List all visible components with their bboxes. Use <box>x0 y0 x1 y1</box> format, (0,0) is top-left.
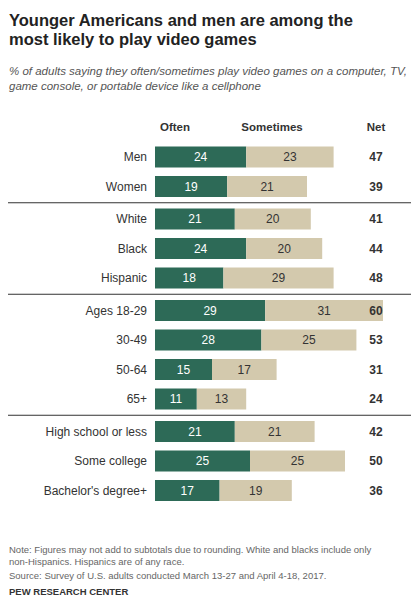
category-label: Bachelor's degree+ <box>44 484 147 498</box>
note: Note: Figures may not add to subtotals d… <box>9 544 372 567</box>
data-label: 13 <box>215 392 229 406</box>
bar-segment <box>155 300 265 321</box>
group-separator <box>8 415 411 416</box>
bar-segment <box>155 451 250 472</box>
legend-label: Often <box>160 121 190 133</box>
bar-segment <box>235 209 311 230</box>
chart: Younger Americans and men are among them… <box>0 0 420 606</box>
labels: Men 24 23 47 Women 19 21 39 White 21 20 41 Black 24 20… <box>44 150 383 498</box>
bar-segment <box>155 421 235 442</box>
category-label: Hispanic <box>101 271 147 285</box>
data-label: 21 <box>268 425 282 439</box>
bar-segment <box>155 209 235 230</box>
category-label: White <box>116 212 147 226</box>
bar-segment <box>223 268 333 289</box>
data-label: 24 <box>194 242 208 256</box>
data-label: 11 <box>170 392 183 406</box>
net-value: 48 <box>369 271 383 285</box>
net-value: 60 <box>369 304 383 318</box>
source: Source: Survey of U.S. adults conducted … <box>9 570 326 581</box>
bar-segment <box>155 359 212 380</box>
net-value: 36 <box>369 484 383 498</box>
data-label: 21 <box>188 425 202 439</box>
net-value: 53 <box>369 333 383 347</box>
subtitle: % of adults saying they often/sometimes … <box>9 65 407 92</box>
net-value: 41 <box>369 212 383 226</box>
bar-segment <box>235 421 315 442</box>
bar-segment <box>197 389 246 410</box>
bar-segment <box>220 480 292 501</box>
bar-segment <box>155 480 220 501</box>
subtitle-line: % of adults saying they often/sometimes … <box>9 65 407 77</box>
group-separator <box>8 294 411 295</box>
category-label: Women <box>106 180 147 194</box>
bar-segment <box>212 359 277 380</box>
title-line: Younger Americans and men are among the <box>9 11 353 29</box>
data-label: 25 <box>302 333 316 347</box>
data-label: 19 <box>184 180 198 194</box>
net-value: 31 <box>369 363 383 377</box>
net-value: 44 <box>369 242 383 256</box>
bar-segment <box>261 330 356 351</box>
data-label: 25 <box>196 454 210 468</box>
note-line: non-Hispanics. Hispanics are of any race… <box>9 556 184 567</box>
bar-segment <box>246 147 333 168</box>
data-label: 28 <box>202 333 216 347</box>
net-value: 42 <box>369 425 383 439</box>
data-label: 20 <box>266 212 280 226</box>
bars <box>155 147 383 502</box>
data-label: 17 <box>181 484 195 498</box>
data-label: 17 <box>238 363 252 377</box>
category-label: 65+ <box>127 392 147 406</box>
net-value: 47 <box>369 150 383 164</box>
net-value: 39 <box>369 180 383 194</box>
data-label: 15 <box>177 363 191 377</box>
bar-segment <box>250 451 345 472</box>
note-line: Note: Figures may not add to subtotals d… <box>9 544 372 555</box>
data-label: 23 <box>283 150 297 164</box>
bar-segment <box>155 330 261 351</box>
bar-segment <box>227 176 307 197</box>
data-label: 20 <box>278 242 292 256</box>
data-label: 29 <box>272 271 286 285</box>
category-label: Black <box>118 242 148 256</box>
bar-segment <box>155 389 197 410</box>
group-separator <box>8 202 411 203</box>
data-label: 29 <box>203 304 217 318</box>
bar-segment <box>265 300 383 321</box>
net-value: 24 <box>369 392 383 406</box>
category-label: 50-64 <box>116 363 147 377</box>
data-label: 19 <box>249 484 263 498</box>
title-line: most likely to play video games <box>9 30 257 48</box>
category-label: Men <box>124 150 147 164</box>
credit: PEW RESEARCH CENTER <box>9 586 128 597</box>
category-label: Ages 18-29 <box>86 304 148 318</box>
data-label: 31 <box>317 304 331 318</box>
bar-segment <box>155 147 246 168</box>
category-label: High school or less <box>46 425 147 439</box>
net-value: 50 <box>369 454 383 468</box>
data-label: 21 <box>260 180 274 194</box>
bar-segment <box>155 268 223 289</box>
net-header: Net <box>367 121 386 133</box>
bar-segment <box>155 176 227 197</box>
category-label: 30-49 <box>116 333 147 347</box>
data-label: 25 <box>291 454 305 468</box>
data-label: 21 <box>188 212 202 226</box>
legend-label: Sometimes <box>241 121 302 133</box>
subtitle-line: game console, or portable device like a … <box>9 80 261 92</box>
bar-segment <box>155 238 246 259</box>
bar-segment <box>246 238 322 259</box>
title: Younger Americans and men are among them… <box>9 11 353 48</box>
category-label: Some college <box>74 454 147 468</box>
data-label: 18 <box>183 271 197 285</box>
data-label: 24 <box>194 150 208 164</box>
